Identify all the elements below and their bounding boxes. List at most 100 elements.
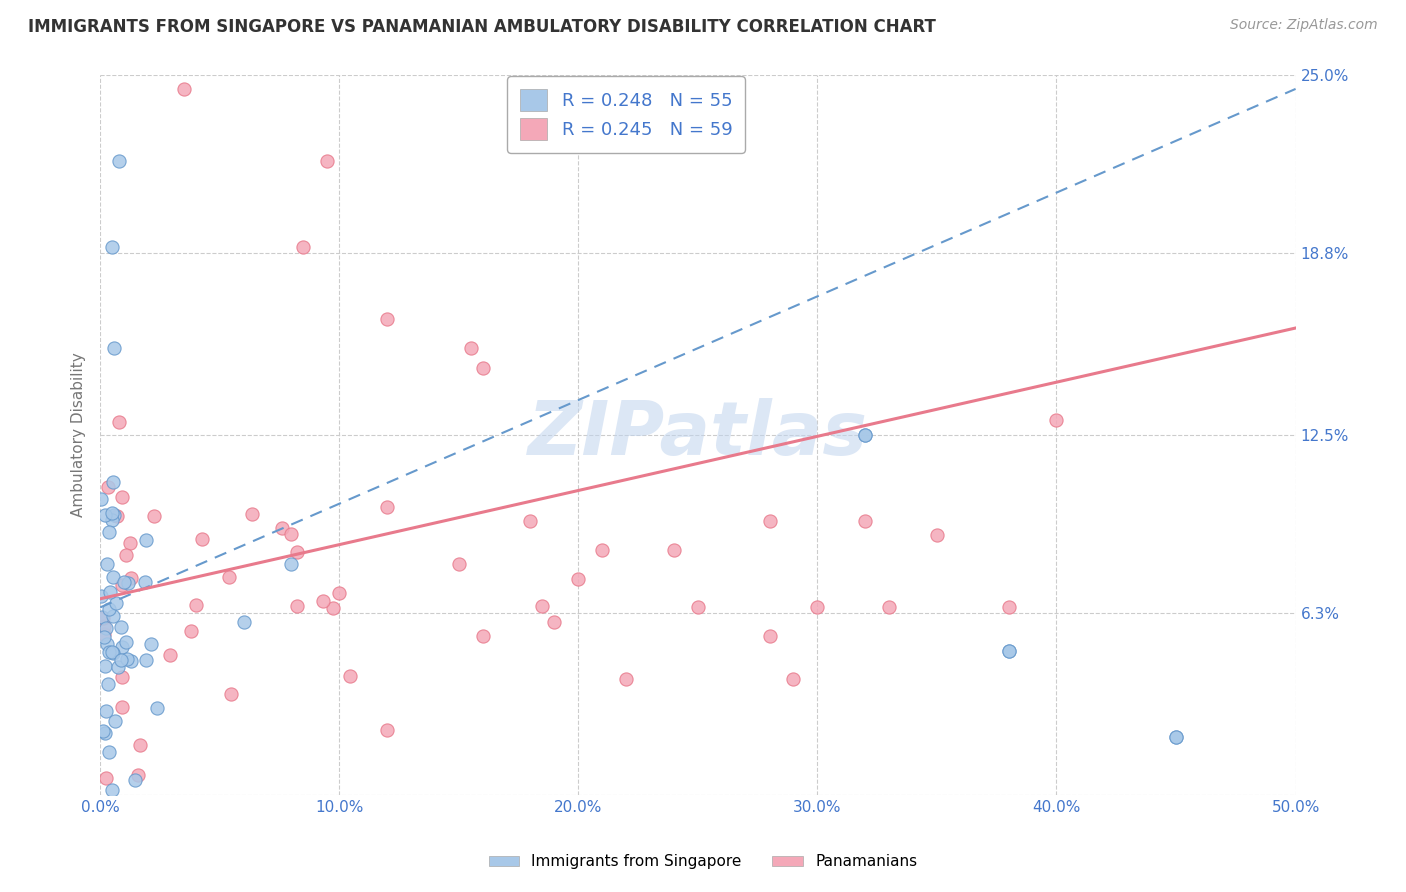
- Point: [101, 513, 124, 527]
- Point: [90, 492, 112, 507]
- Point: [997, 600, 1019, 615]
- Point: [997, 643, 1019, 657]
- Point: [110, 620, 132, 634]
- Point: [117, 576, 139, 591]
- Point: [93, 627, 115, 641]
- Point: [134, 574, 156, 589]
- Point: [97, 677, 120, 691]
- Point: [115, 548, 138, 562]
- Point: [90, 589, 112, 603]
- Point: [312, 594, 335, 608]
- Point: [98, 745, 121, 759]
- Point: [111, 578, 134, 592]
- Point: [316, 153, 339, 168]
- Point: [530, 599, 553, 614]
- Point: [328, 586, 350, 600]
- Point: [127, 768, 149, 782]
- Legend: R = 0.248   N = 55, R = 0.245   N = 59: R = 0.248 N = 55, R = 0.245 N = 59: [508, 77, 745, 153]
- Point: [103, 475, 125, 489]
- Point: [104, 714, 127, 728]
- Point: [111, 670, 134, 684]
- Point: [93, 619, 115, 633]
- Point: [322, 600, 344, 615]
- Point: [519, 514, 541, 528]
- Point: [128, 738, 150, 752]
- Point: [97, 645, 120, 659]
- Point: [94, 621, 117, 635]
- Point: [110, 653, 132, 667]
- Point: [280, 527, 302, 541]
- Point: [93, 659, 115, 673]
- Text: Source: ZipAtlas.com: Source: ZipAtlas.com: [1230, 18, 1378, 32]
- Point: [758, 514, 780, 528]
- Point: [1164, 730, 1187, 744]
- Point: [614, 673, 637, 687]
- Point: [96, 704, 118, 718]
- Point: [141, 637, 163, 651]
- Point: [120, 535, 142, 549]
- Point: [96, 637, 118, 651]
- Point: [173, 82, 195, 96]
- Point: [471, 629, 494, 643]
- Text: IMMIGRANTS FROM SINGAPORE VS PANAMANIAN AMBULATORY DISABILITY CORRELATION CHART: IMMIGRANTS FROM SINGAPORE VS PANAMANIAN …: [28, 18, 936, 36]
- Point: [447, 558, 470, 572]
- Point: [100, 783, 122, 797]
- Point: [567, 572, 589, 586]
- Point: [375, 500, 398, 514]
- Point: [662, 542, 685, 557]
- Point: [103, 608, 125, 623]
- Point: [782, 673, 804, 687]
- Legend: Immigrants from Singapore, Panamanians: Immigrants from Singapore, Panamanians: [482, 848, 924, 875]
- Point: [471, 361, 494, 376]
- Point: [280, 558, 302, 572]
- Point: [98, 524, 121, 539]
- Point: [180, 624, 202, 638]
- Point: [191, 532, 214, 546]
- Point: [111, 699, 134, 714]
- Point: [285, 599, 308, 613]
- Point: [100, 645, 122, 659]
- Point: [98, 585, 121, 599]
- Point: [142, 509, 165, 524]
- Point: [159, 648, 181, 662]
- Point: [375, 723, 398, 737]
- Point: [107, 660, 129, 674]
- Point: [103, 341, 125, 355]
- Point: [997, 643, 1019, 657]
- Point: [101, 240, 124, 254]
- Point: [120, 654, 142, 668]
- Point: [686, 600, 709, 615]
- Point: [375, 312, 398, 326]
- Point: [232, 615, 254, 629]
- Point: [925, 528, 948, 542]
- Point: [94, 725, 117, 739]
- Point: [758, 629, 780, 643]
- Point: [853, 514, 876, 528]
- Point: [111, 490, 134, 504]
- Point: [124, 772, 146, 787]
- Point: [285, 545, 308, 559]
- Point: [218, 570, 240, 584]
- Y-axis label: Ambulatory Disability: Ambulatory Disability: [72, 352, 86, 517]
- Point: [96, 557, 118, 571]
- Point: [292, 240, 315, 254]
- Point: [1164, 730, 1187, 744]
- Point: [853, 427, 876, 442]
- Point: [853, 427, 876, 442]
- Point: [101, 647, 124, 661]
- Point: [94, 772, 117, 786]
- Point: [543, 615, 565, 629]
- Point: [97, 480, 120, 494]
- Point: [90, 610, 112, 624]
- Point: [111, 640, 134, 654]
- Point: [184, 598, 207, 612]
- Point: [98, 602, 121, 616]
- Point: [115, 652, 138, 666]
- Point: [108, 415, 131, 429]
- Text: ZIPatlas: ZIPatlas: [527, 398, 868, 471]
- Point: [460, 341, 482, 355]
- Point: [91, 611, 114, 625]
- Point: [105, 509, 128, 524]
- Point: [114, 575, 136, 590]
- Point: [877, 600, 900, 615]
